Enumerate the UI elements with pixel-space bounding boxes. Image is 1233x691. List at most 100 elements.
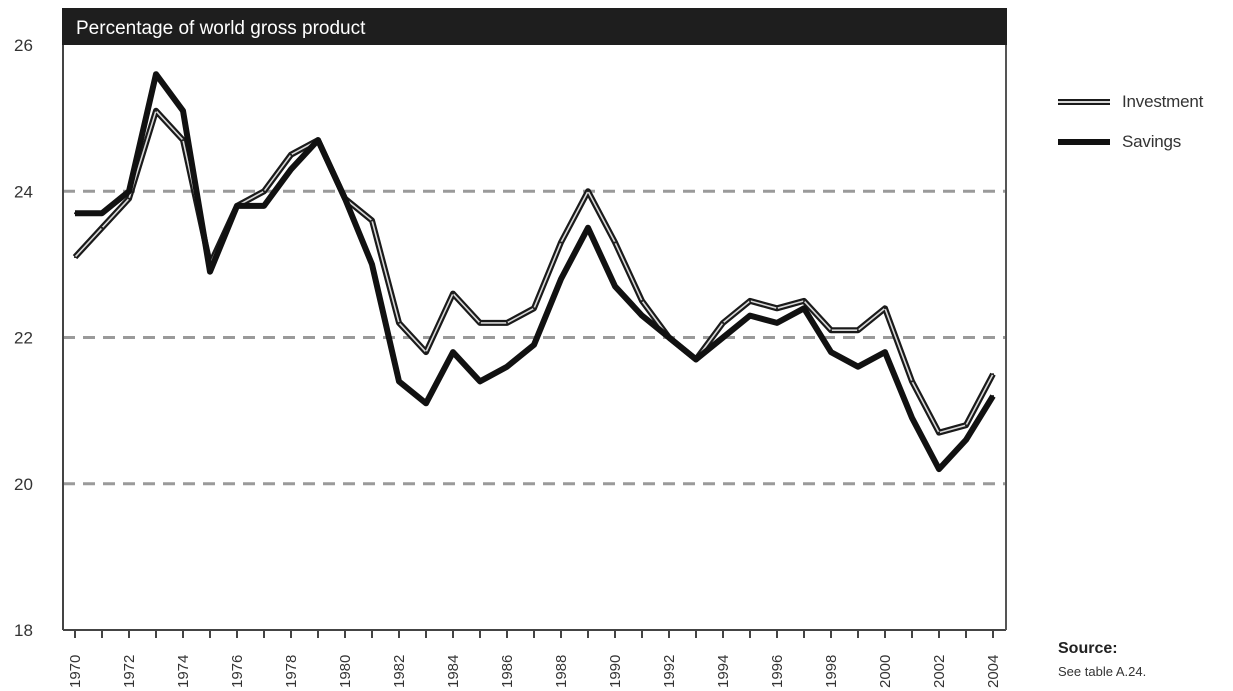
- data-point-investment: [128, 197, 130, 200]
- series-line-savings: [75, 71, 996, 473]
- data-point-investment: [641, 299, 643, 302]
- data-point-investment: [722, 321, 724, 324]
- data-point-investment: [749, 299, 751, 302]
- data-point-savings: [317, 139, 319, 142]
- data-point-savings: [128, 190, 130, 193]
- data-point-savings: [749, 314, 751, 317]
- x-tick-label: 1970: [67, 655, 84, 688]
- data-point-investment: [506, 321, 508, 324]
- data-point-savings: [722, 336, 724, 339]
- data-point-investment: [290, 153, 292, 156]
- data-point-savings: [641, 314, 643, 317]
- legend-swatch-investment: [1058, 99, 1110, 105]
- y-axis-ticks: 18 20 22 24 26: [14, 36, 33, 640]
- x-tick-label: 1988: [553, 655, 570, 688]
- data-point-savings: [425, 402, 427, 405]
- source-title: Source:: [1058, 640, 1118, 657]
- data-point-investment: [101, 226, 103, 229]
- data-point-investment: [479, 321, 481, 324]
- data-point-investment: [587, 190, 589, 193]
- x-tick-label: 1972: [121, 655, 138, 688]
- data-point-savings: [155, 73, 157, 76]
- data-point-investment: [938, 431, 940, 434]
- data-point-savings: [992, 395, 994, 397]
- y-tick-label: 18: [14, 621, 33, 640]
- data-point-savings: [803, 307, 805, 310]
- data-point-investment: [425, 351, 427, 354]
- data-point-savings: [830, 351, 832, 354]
- data-point-investment: [803, 299, 805, 302]
- legend: Investment Savings: [1058, 82, 1203, 162]
- data-point-savings: [290, 168, 292, 171]
- data-point-savings: [776, 321, 778, 324]
- legend-swatch-savings: [1058, 139, 1110, 145]
- x-tick-label: 1980: [337, 655, 354, 688]
- data-point-savings: [479, 380, 481, 383]
- data-point-savings: [911, 416, 913, 419]
- data-point-savings: [587, 226, 589, 229]
- data-point-investment: [533, 307, 535, 310]
- data-point-savings: [614, 285, 616, 288]
- data-point-savings: [371, 263, 373, 266]
- x-tick-label: 1976: [229, 655, 246, 688]
- x-tick-label: 1996: [769, 655, 786, 688]
- data-point-savings: [263, 204, 265, 207]
- data-point-savings: [884, 351, 886, 354]
- data-point-investment: [776, 307, 778, 310]
- y-tick-label: 26: [14, 36, 33, 55]
- data-point-investment: [452, 292, 454, 295]
- series-lines: [72, 71, 996, 473]
- data-point-savings: [965, 438, 967, 441]
- chart-title: Percentage of world gross product: [76, 18, 366, 39]
- data-point-investment: [965, 424, 967, 427]
- data-point-savings: [101, 212, 103, 215]
- data-point-savings: [209, 270, 211, 273]
- title-bar: [62, 8, 1007, 45]
- y-tick-label: 22: [14, 329, 33, 348]
- y-tick-label: 24: [14, 182, 33, 201]
- data-point-investment: [182, 139, 184, 142]
- x-tick-label: 1990: [607, 655, 624, 688]
- source-note: Source: See table A.24.: [1058, 640, 1146, 679]
- legend-item-investment: Investment: [1058, 82, 1203, 122]
- legend-label-investment: Investment: [1122, 92, 1204, 111]
- data-point-investment: [884, 307, 886, 310]
- data-point-savings: [533, 343, 535, 346]
- x-tick-label: 1984: [445, 655, 462, 688]
- data-point-investment: [263, 190, 265, 193]
- data-point-investment: [857, 329, 859, 332]
- x-tick-label: 1974: [175, 655, 192, 688]
- data-point-investment: [992, 373, 994, 376]
- x-tick-label: 2000: [877, 655, 894, 688]
- data-point-savings: [182, 109, 184, 112]
- x-tick-label: 1994: [715, 655, 732, 688]
- legend-label-savings: Savings: [1122, 132, 1182, 151]
- data-point-savings: [938, 468, 940, 471]
- data-point-investment: [614, 241, 616, 244]
- y-tick-label: 20: [14, 475, 33, 494]
- data-point-investment: [830, 329, 832, 332]
- data-point-savings: [398, 380, 400, 383]
- x-tick-label: 1982: [391, 655, 408, 688]
- source-text: See table A.24.: [1058, 664, 1147, 679]
- x-tick-label: 2002: [931, 655, 948, 688]
- data-point-savings: [236, 204, 238, 207]
- data-point-investment: [371, 219, 373, 222]
- data-point-investment: [560, 241, 562, 244]
- data-point-investment: [155, 109, 157, 112]
- x-tick-label: 1986: [499, 655, 516, 688]
- data-point-investment: [74, 256, 76, 259]
- data-point-savings: [74, 212, 76, 215]
- x-tick-label: 1992: [661, 655, 678, 688]
- x-tick-label: 1978: [283, 655, 300, 688]
- legend-item-savings: Savings: [1058, 122, 1203, 162]
- data-point-savings: [506, 365, 508, 368]
- data-point-savings: [344, 197, 346, 200]
- data-point-savings: [452, 351, 454, 354]
- data-point-investment: [398, 321, 400, 324]
- data-point-savings: [857, 365, 859, 368]
- x-tick-label: 2004: [985, 655, 1002, 688]
- x-tick-label: 1998: [823, 655, 840, 688]
- data-point-savings: [560, 278, 562, 280]
